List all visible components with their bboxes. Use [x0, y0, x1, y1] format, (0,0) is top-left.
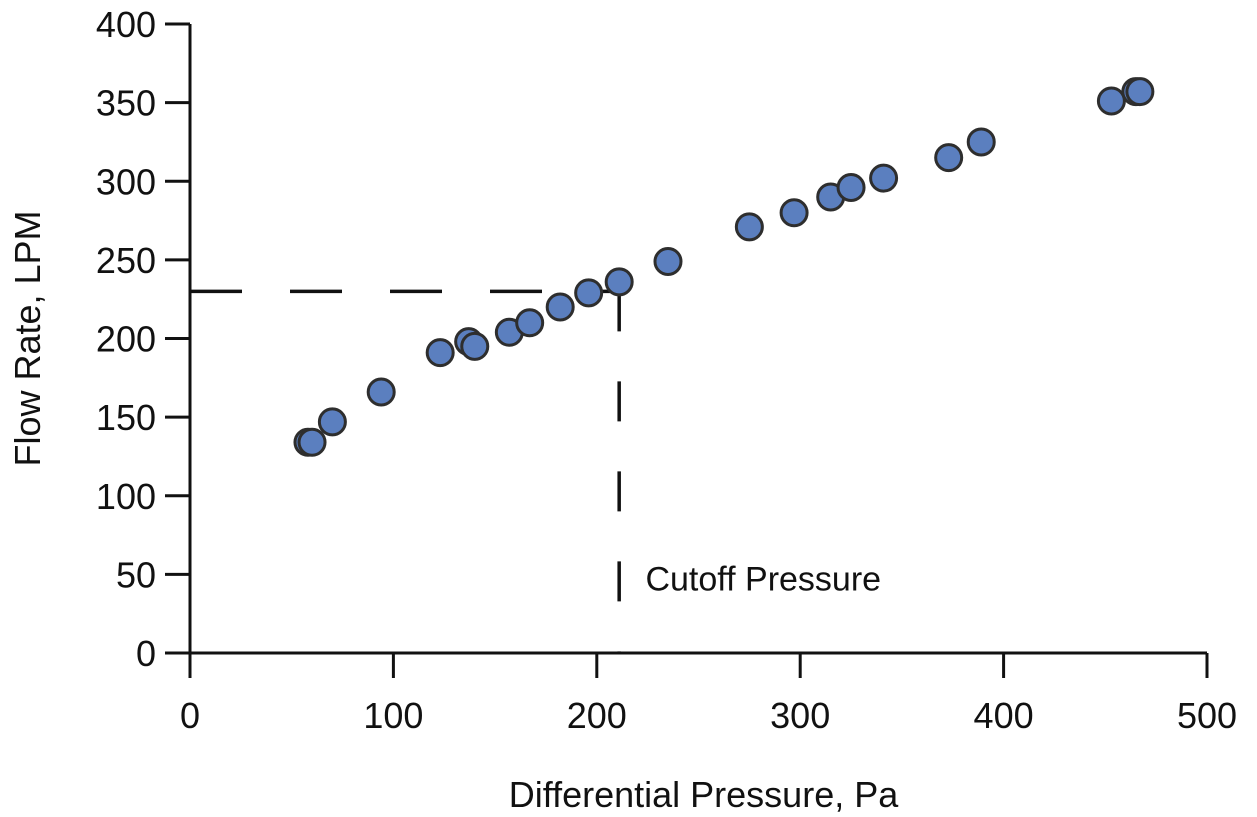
data-point	[604, 267, 634, 297]
y-tick-label: 150	[96, 397, 156, 438]
x-axis-title: Differential Pressure, Pa	[509, 774, 899, 815]
y-axis-title: Flow Rate, LPM	[7, 210, 48, 466]
x-tick-label: 100	[363, 695, 423, 736]
y-tick-label: 250	[96, 240, 156, 281]
reference-lines	[190, 289, 621, 653]
data-point	[515, 308, 545, 338]
x-tick-label: 500	[1177, 695, 1237, 736]
data-points	[293, 77, 1155, 457]
y-tick-label: 400	[96, 4, 156, 45]
y-tick-label: 100	[96, 476, 156, 517]
data-point	[734, 212, 764, 242]
data-point	[317, 407, 347, 437]
y-tick-label: 300	[96, 161, 156, 202]
data-point	[545, 292, 575, 322]
data-point	[869, 163, 899, 193]
x-axis-ticks: 0 100 200 300 400 500	[180, 653, 1237, 736]
data-point	[779, 198, 809, 228]
data-point	[297, 427, 327, 457]
y-tick-label: 0	[136, 633, 156, 674]
data-point	[1096, 86, 1126, 116]
x-tick-label: 200	[567, 695, 627, 736]
data-point	[934, 143, 964, 173]
data-point	[366, 377, 396, 407]
y-axis-ticks: 0 50 100 150 200 250 300 350 400	[96, 4, 190, 674]
data-point	[836, 173, 866, 203]
y-tick-label: 200	[96, 319, 156, 360]
x-tick-label: 400	[974, 695, 1034, 736]
data-point	[460, 331, 490, 361]
y-tick-label: 350	[96, 83, 156, 124]
data-point	[574, 278, 604, 308]
data-point	[653, 246, 683, 276]
cutoff-pressure-annotation: Cutoff Pressure	[645, 561, 881, 599]
x-tick-label: 0	[180, 695, 200, 736]
y-tick-label: 50	[116, 554, 156, 595]
x-tick-label: 300	[770, 695, 830, 736]
data-point	[966, 127, 996, 157]
axes	[188, 24, 1207, 655]
data-point	[1125, 77, 1155, 107]
data-point	[425, 338, 455, 368]
